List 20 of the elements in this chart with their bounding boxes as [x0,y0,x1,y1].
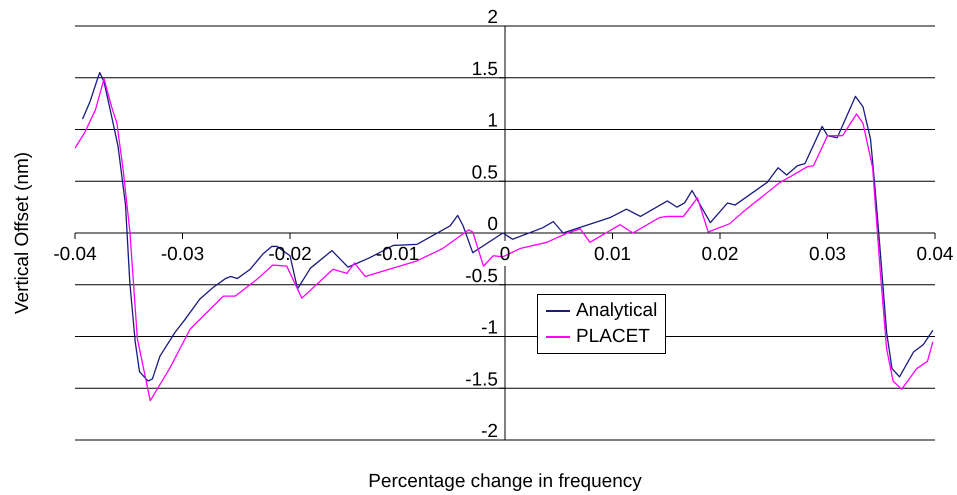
y-tick-label: 2 [487,7,498,28]
y-tick-label: -2 [481,421,498,442]
y-tick-label: 0 [487,214,498,235]
y-tick-label: 0.5 [472,162,498,184]
legend-label: Analytical [576,299,658,323]
x-tick-label: -0.04 [53,244,98,265]
y-tick-label: 1.5 [472,58,498,80]
y-axis-title: Vertical Offset (nm) [12,152,33,314]
x-axis-title: Percentage change in frequency [368,471,642,492]
x-tick-label: 0.02 [702,244,738,265]
x-tick-label: 0.03 [809,244,846,265]
y-tick-label: -1.5 [465,369,498,390]
legend-label: PLACET [576,325,650,349]
y-tick-label: -0.5 [465,266,498,287]
x-tick-label: -0.03 [160,244,204,265]
y-tick-label: 1 [487,110,498,132]
x-tick-label: 0.04 [916,244,954,265]
x-tick-label: -0.01 [376,244,420,265]
y-tick-label: -1 [481,318,498,338]
x-tick-label: 0.01 [594,244,631,265]
